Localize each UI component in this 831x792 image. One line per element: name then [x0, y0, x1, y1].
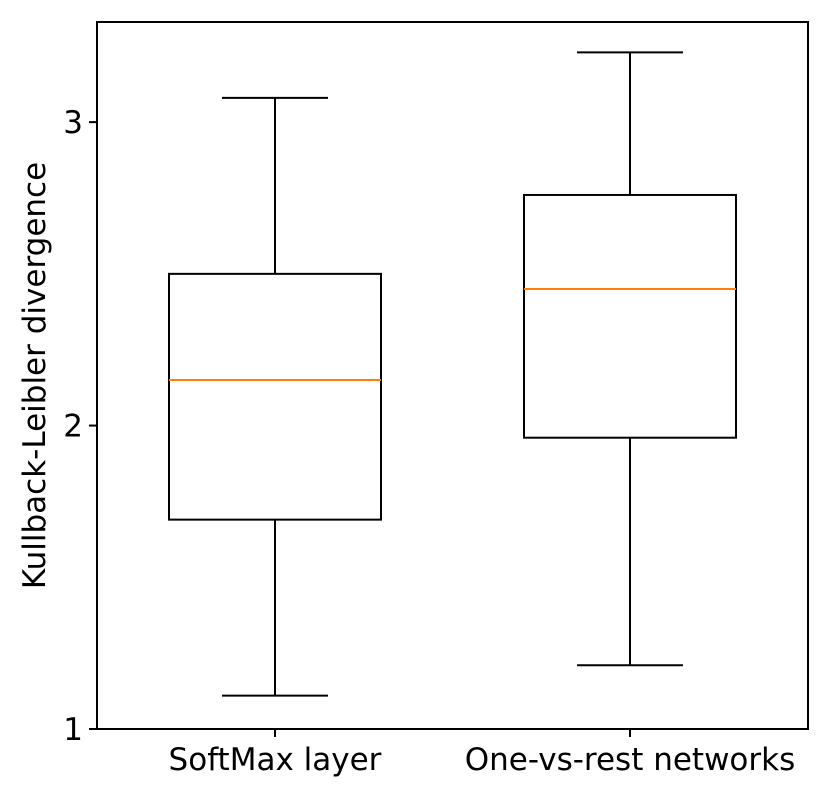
interquartile-box: [168, 272, 382, 521]
y-axis: 1 2 3: [63, 105, 97, 748]
box-group: [168, 96, 382, 697]
y-axis-label: Kullback-Leibler divergence: [17, 162, 53, 589]
plot-marks: [168, 51, 737, 697]
x-tick-label: SoftMax layer: [169, 742, 382, 778]
x-tick-label: One-vs-rest networks: [465, 742, 796, 778]
y-tick-label: 3: [63, 105, 83, 141]
interquartile-box: [523, 193, 737, 439]
y-tick-label: 2: [63, 409, 83, 445]
plot-frame: [96, 21, 809, 730]
x-axis: SoftMax layer One-vs-rest networks: [169, 729, 796, 778]
y-tick-label: 1: [63, 712, 83, 748]
box-group: [523, 51, 737, 667]
